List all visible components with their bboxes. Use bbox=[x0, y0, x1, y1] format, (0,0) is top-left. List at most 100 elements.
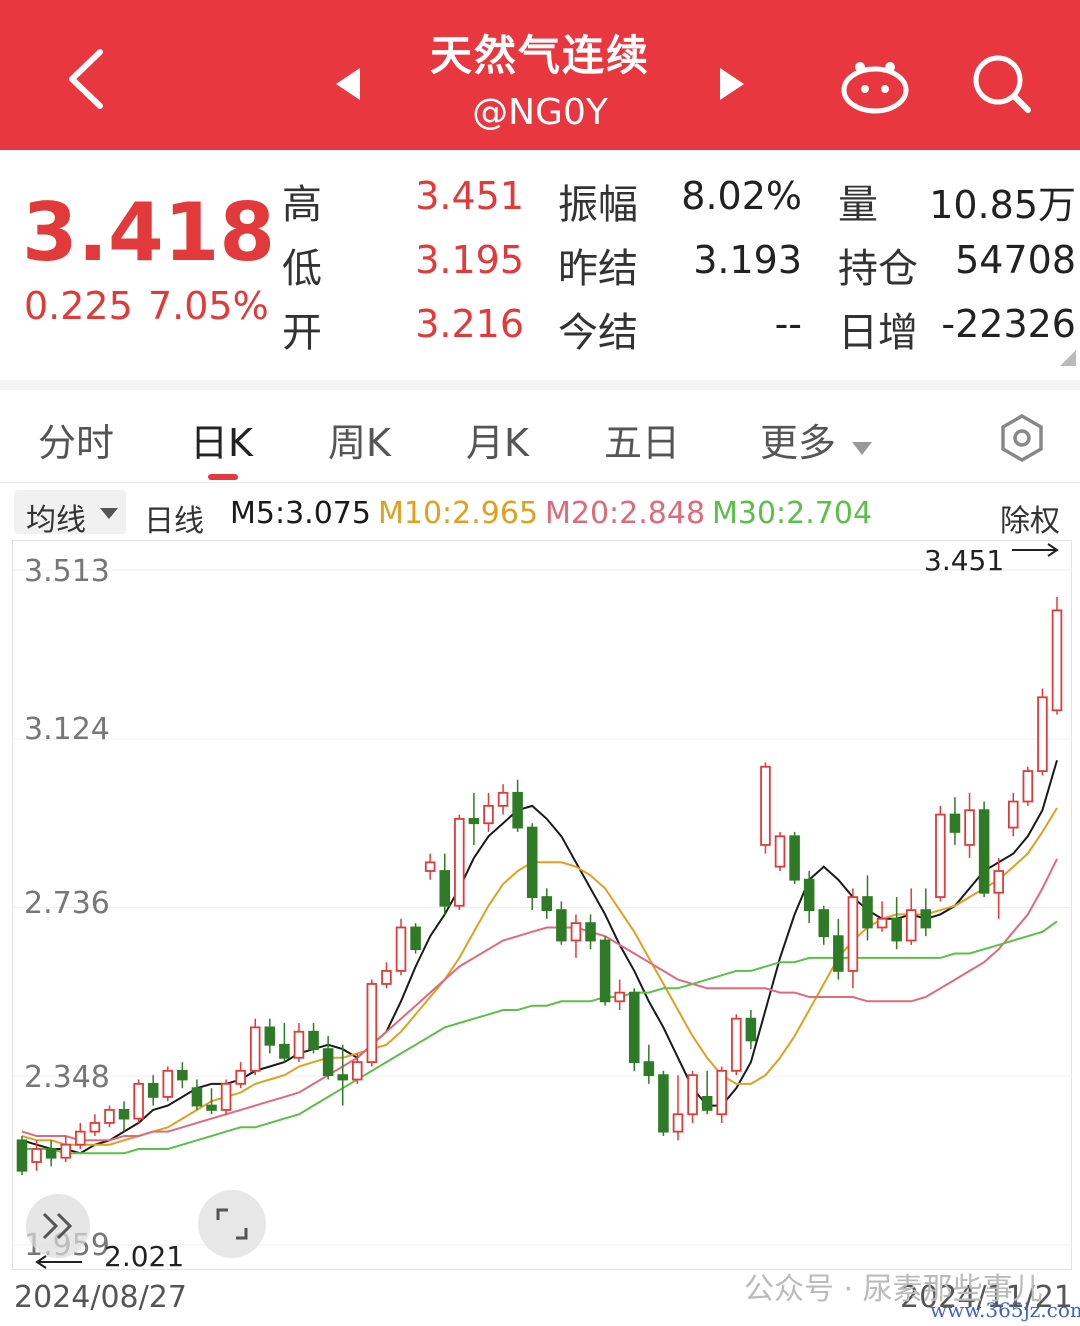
candle bbox=[1037, 688, 1048, 776]
candle-up-body bbox=[483, 804, 494, 825]
contract-code: @NG0Y bbox=[472, 92, 608, 133]
candle bbox=[133, 1079, 144, 1123]
candle-up-body bbox=[570, 922, 582, 942]
candle bbox=[249, 1018, 261, 1076]
candle-down-body bbox=[279, 1043, 290, 1059]
candle bbox=[556, 901, 567, 945]
end-date-label: 2024/11/21 bbox=[900, 1280, 1073, 1315]
candle-down-body bbox=[410, 926, 421, 951]
candle bbox=[964, 792, 975, 858]
candle-up-body bbox=[687, 1074, 698, 1116]
candle-down-body bbox=[147, 1082, 159, 1098]
candle bbox=[191, 1079, 203, 1110]
candle-up-body bbox=[876, 917, 888, 929]
tab-weekly-k[interactable]: 周K bbox=[328, 421, 391, 465]
candle-up-body bbox=[395, 926, 407, 972]
tab-five-day[interactable]: 五日 bbox=[604, 421, 681, 465]
candle-down-body bbox=[789, 835, 800, 881]
candle bbox=[16, 1135, 28, 1176]
candle-up-body bbox=[731, 1017, 742, 1072]
candle-up-body bbox=[381, 970, 392, 985]
candle bbox=[1007, 792, 1019, 837]
candle-down-body bbox=[701, 1095, 713, 1111]
candle-down-body bbox=[643, 1061, 655, 1077]
high-marker-label: 3.451 bbox=[924, 544, 1005, 577]
arrow-left-icon bbox=[35, 1255, 82, 1269]
open-label: 开 bbox=[282, 310, 322, 356]
candle-down-body bbox=[468, 817, 480, 825]
back-arrow-icon[interactable] bbox=[58, 44, 118, 114]
candle-up-body bbox=[104, 1109, 115, 1124]
fullscreen-icon bbox=[216, 1208, 248, 1240]
assistant-bot-icon[interactable] bbox=[838, 54, 912, 114]
candle bbox=[410, 923, 421, 954]
ma-selector[interactable]: 均线 bbox=[14, 490, 126, 538]
ma30-value: M30:2.704 bbox=[712, 496, 873, 531]
candle bbox=[614, 979, 625, 1011]
candle bbox=[541, 888, 553, 919]
candle-down-body bbox=[585, 922, 596, 942]
candle-down-body bbox=[978, 809, 990, 894]
candle bbox=[891, 897, 902, 950]
low-marker-label: 2.021 bbox=[104, 1240, 185, 1273]
candle bbox=[264, 1018, 276, 1054]
candle-up-body bbox=[249, 1026, 261, 1072]
candle bbox=[833, 918, 844, 980]
candle-down-body bbox=[264, 1026, 276, 1046]
candle bbox=[483, 792, 494, 832]
open-value: 3.216 bbox=[415, 302, 524, 346]
candle-up-body bbox=[31, 1148, 42, 1163]
candle-down-body bbox=[599, 939, 611, 1003]
candle-down-body bbox=[949, 813, 961, 833]
candle bbox=[454, 814, 465, 911]
tab-more[interactable]: 更多 bbox=[760, 412, 873, 467]
candle-down-body bbox=[658, 1074, 669, 1133]
candle bbox=[366, 979, 378, 1067]
candle bbox=[337, 1044, 348, 1106]
settings-hexagon-icon[interactable] bbox=[998, 414, 1046, 462]
candle-up-body bbox=[366, 983, 378, 1064]
candle-down-body bbox=[833, 935, 844, 972]
candle bbox=[31, 1140, 42, 1171]
candle bbox=[235, 1062, 246, 1089]
candle bbox=[803, 871, 815, 924]
candle bbox=[701, 1070, 713, 1115]
candle-up-body bbox=[672, 1113, 684, 1133]
candle bbox=[293, 1023, 305, 1063]
candle-up-body bbox=[760, 765, 771, 846]
candle bbox=[439, 853, 451, 915]
fullscreen-button[interactable] bbox=[198, 1190, 266, 1258]
candle-up-body bbox=[133, 1082, 144, 1120]
candle bbox=[658, 1070, 669, 1136]
candle bbox=[978, 801, 990, 898]
prev-contract-icon[interactable] bbox=[334, 66, 362, 102]
candle bbox=[599, 936, 611, 1006]
candle-down-body bbox=[337, 1074, 348, 1081]
search-icon[interactable] bbox=[968, 50, 1034, 116]
arrow-right-icon bbox=[1012, 543, 1059, 557]
candle-up-body bbox=[847, 896, 859, 972]
candle bbox=[731, 1014, 742, 1076]
tab-monthly-k[interactable]: 月K bbox=[466, 421, 529, 465]
tab-daily-k[interactable]: 日K bbox=[190, 421, 253, 465]
candle-down-body bbox=[45, 1148, 57, 1159]
high-label: 高 bbox=[282, 182, 322, 228]
candle-up-body bbox=[162, 1069, 174, 1098]
candle-up-body bbox=[964, 809, 975, 846]
candle bbox=[920, 888, 932, 937]
scroll-left-button[interactable] bbox=[26, 1194, 90, 1258]
kline-chart[interactable] bbox=[12, 540, 1072, 1270]
open-interest-value: 54708 bbox=[955, 238, 1076, 282]
candle-up-body bbox=[497, 791, 509, 807]
candle-down-body bbox=[745, 1017, 757, 1042]
candle-down-body bbox=[803, 878, 815, 912]
price-change-pct: 7.05% bbox=[148, 284, 269, 328]
ex-rights-toggle[interactable]: 除权 bbox=[1000, 504, 1060, 539]
candle bbox=[424, 853, 436, 880]
candle bbox=[585, 914, 596, 950]
candle bbox=[118, 1101, 130, 1132]
next-contract-icon[interactable] bbox=[718, 66, 746, 102]
candle-up-body bbox=[352, 1061, 363, 1081]
tab-intraday[interactable]: 分时 bbox=[38, 421, 115, 465]
candle-down-body bbox=[191, 1087, 203, 1107]
